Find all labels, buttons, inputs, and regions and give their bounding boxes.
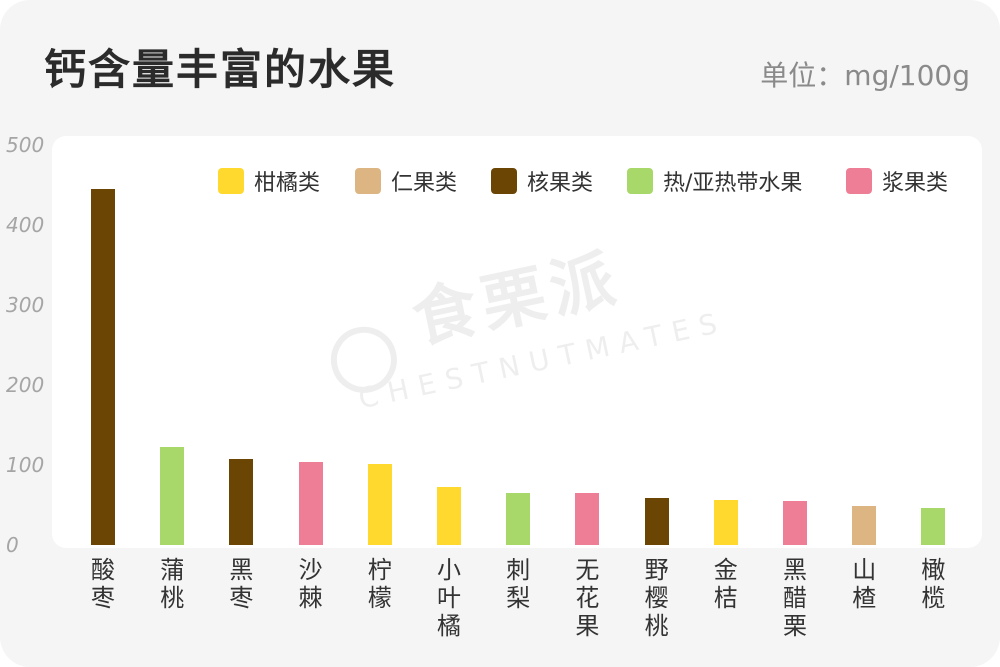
bar xyxy=(783,501,807,545)
x-tick-label: 无花果 xyxy=(575,556,600,640)
bar xyxy=(921,508,946,545)
legend-item: 仁果类 xyxy=(355,166,457,196)
y-tick-label: 500 xyxy=(6,133,45,157)
x-tick-label: 柠檬 xyxy=(367,556,392,612)
plot-area xyxy=(52,136,982,548)
y-tick-label: 100 xyxy=(6,453,45,477)
x-tick-label: 黑醋栗 xyxy=(783,556,807,640)
bar xyxy=(91,189,115,545)
bar xyxy=(160,447,185,545)
legend-label: 核果类 xyxy=(527,171,594,196)
bar xyxy=(506,493,531,545)
x-tick-label: 山楂 xyxy=(852,556,877,612)
bar xyxy=(437,487,461,545)
y-tick-label: 200 xyxy=(6,373,45,397)
y-tick-label: 400 xyxy=(6,213,45,237)
x-tick-label: 金桔 xyxy=(713,556,738,612)
legend-swatch xyxy=(846,168,872,194)
legend-swatch xyxy=(355,168,381,194)
unit-label: 单位：mg/100g xyxy=(760,59,970,92)
x-tick-label: 野樱桃 xyxy=(644,556,669,640)
legend-label: 浆果类 xyxy=(882,171,949,196)
legend-item: 浆果类 xyxy=(846,166,948,196)
legend-item: 热/亚热带水果 xyxy=(627,166,802,196)
legend-swatch xyxy=(627,168,653,194)
chart-title: 钙含量丰富的水果 xyxy=(44,45,397,94)
x-tick-label: 小叶橘 xyxy=(437,556,461,640)
bar xyxy=(298,461,323,545)
legend-label: 柑橘类 xyxy=(254,171,321,196)
bar xyxy=(367,464,392,545)
x-tick-label: 蒲桃 xyxy=(160,556,185,612)
bar xyxy=(575,493,600,545)
y-tick-label: 0 xyxy=(6,533,19,557)
legend-item: 柑橘类 xyxy=(218,166,320,196)
legend-label: 热/亚热带水果 xyxy=(663,171,803,196)
bar xyxy=(852,505,877,545)
x-tick-label: 黑枣 xyxy=(229,556,254,612)
x-tick-label: 酸枣 xyxy=(91,556,115,612)
bar xyxy=(229,458,254,545)
legend-item: 核果类 xyxy=(491,166,593,196)
legend-swatch xyxy=(218,168,244,194)
legend-label: 仁果类 xyxy=(391,171,458,196)
x-tick-label: 沙棘 xyxy=(298,556,323,612)
x-tick-label: 橄榄 xyxy=(921,556,946,612)
bar xyxy=(713,500,738,545)
y-tick-label: 300 xyxy=(6,293,45,317)
legend-swatch xyxy=(491,168,517,194)
bar xyxy=(644,497,669,545)
x-tick-label: 刺梨 xyxy=(506,556,531,612)
